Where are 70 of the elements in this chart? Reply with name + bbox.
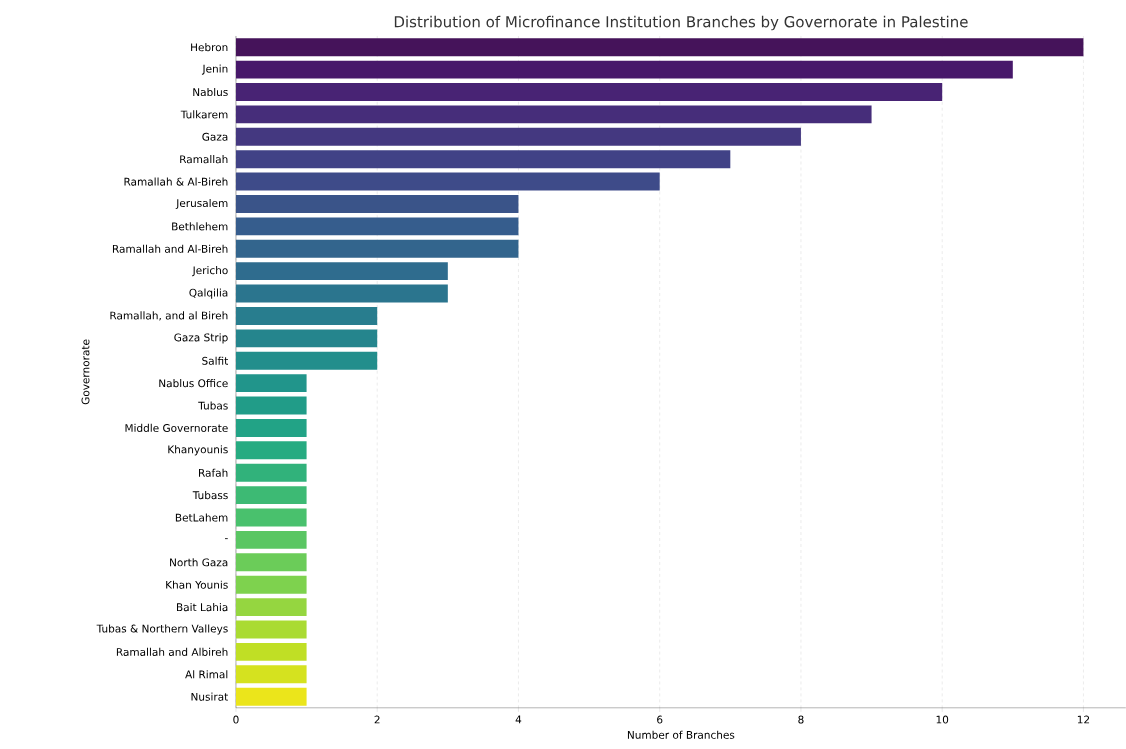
bar <box>235 441 307 460</box>
y-tick-label: Al Rimal <box>185 670 228 679</box>
bar <box>235 687 307 706</box>
y-tick-label: BetLahem <box>175 513 228 522</box>
y-tick-label: Jericho <box>192 266 228 277</box>
bar <box>235 642 307 661</box>
bar <box>235 351 378 370</box>
y-tick-label: Qalqilia <box>189 288 228 299</box>
y-tick-label: North Gaza <box>170 558 228 567</box>
bar <box>235 284 448 303</box>
y-tick-label: Nusirat <box>191 692 229 701</box>
y-tick-label: Bethlehem <box>172 222 228 231</box>
y-tick-label: Ramallah and Al-Bireh <box>112 244 228 253</box>
bar <box>235 105 872 124</box>
bar <box>235 172 660 191</box>
bar <box>235 598 307 617</box>
bar <box>235 150 731 169</box>
x-tick-label: 0 <box>233 715 239 724</box>
y-tick-label: Nablus Office <box>159 379 228 388</box>
y-tick-label: Ramallah & Al-Bireh <box>124 177 228 186</box>
y-tick-label: Hebron <box>191 43 228 52</box>
bar <box>235 419 307 437</box>
bar <box>235 83 943 101</box>
bar <box>235 531 307 549</box>
y-tick-label: Ramallah, and al Bireh <box>110 311 228 321</box>
y-tick-label: Ramallah and Albireh <box>116 647 228 657</box>
bar <box>235 508 307 527</box>
y-tick-label: Khan Younis <box>166 580 228 589</box>
bar <box>235 575 307 594</box>
x-tick-label: 6 <box>657 715 663 724</box>
bar <box>235 127 801 146</box>
y-tick-label: Tubas <box>198 401 228 410</box>
x-tick-label: 4 <box>515 715 522 724</box>
x-tick-label: 2 <box>374 715 380 724</box>
y-tick-label: Gaza Strip <box>174 333 228 344</box>
x-tick-label: 10 <box>936 715 949 724</box>
y-axis-title: Governorate <box>81 339 90 405</box>
bar <box>235 262 448 281</box>
y-tick-label: Rafah <box>199 468 228 477</box>
y-tick-label: Khanyounis <box>168 445 228 456</box>
y-tick-label: Salfit <box>202 356 229 365</box>
bar <box>235 60 1013 79</box>
bar <box>235 374 307 393</box>
bar <box>235 195 519 213</box>
bar <box>235 329 378 348</box>
x-axis-title: Number of Branches <box>627 730 735 739</box>
bar <box>235 486 307 505</box>
bar <box>235 620 307 639</box>
bar <box>235 463 307 482</box>
y-tick-label: Ramallah <box>180 155 228 164</box>
y-tick-label: Tubass <box>192 491 228 500</box>
bar <box>235 217 519 236</box>
y-tick-label: Middle Governorate <box>125 423 228 433</box>
x-tick-label: 12 <box>1077 715 1090 724</box>
y-tick-label: Tulkarem <box>180 110 228 119</box>
bar <box>235 553 307 572</box>
chart-title: Distribution of Microfinance Institution Branches by Governorate in Palestine <box>394 15 968 31</box>
bar <box>235 38 1084 57</box>
x-tick-label: 8 <box>798 715 804 724</box>
y-tick-label: Jerusalem <box>175 198 228 210</box>
bar <box>235 239 519 258</box>
bar <box>235 665 307 684</box>
y-tick-label: Jenin <box>201 64 228 75</box>
y-tick-label: Bait Lahia <box>177 603 228 612</box>
y-tick-label: Tubas & Northern Valleys <box>96 624 228 635</box>
y-tick-label: Gaza <box>202 132 228 141</box>
bar <box>235 307 378 325</box>
bar <box>235 396 307 415</box>
y-tick-label: Nablus <box>193 87 228 97</box>
y-tick-label: - <box>224 538 228 540</box>
